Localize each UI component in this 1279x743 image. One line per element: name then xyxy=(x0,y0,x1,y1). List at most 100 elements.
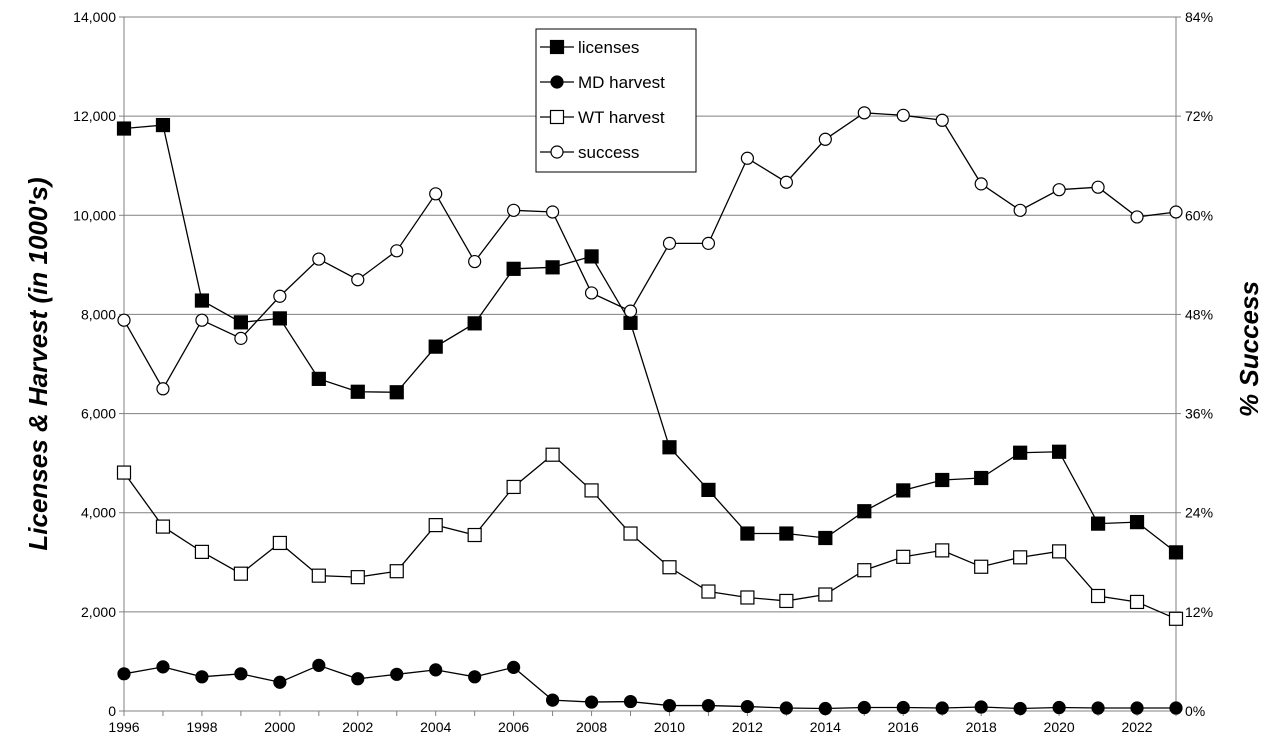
data-point-licenses xyxy=(584,249,599,264)
data-point-success xyxy=(545,205,560,219)
data-point-wt-harvest xyxy=(389,564,404,579)
x-tick-label: 2010 xyxy=(654,719,685,735)
data-point-licenses xyxy=(623,315,638,330)
x-tick-label: 2006 xyxy=(498,719,529,735)
legend-label: success xyxy=(578,143,639,162)
legend-label: licenses xyxy=(578,38,639,57)
y-tick-label: 8,000 xyxy=(81,306,116,322)
data-point-licenses xyxy=(857,504,872,519)
series-md-harvest xyxy=(117,658,1183,716)
series-line-wt-harvest xyxy=(123,453,1177,620)
data-point-licenses xyxy=(233,315,248,330)
data-point-md-harvest xyxy=(701,698,716,713)
data-point-wt-harvest xyxy=(272,535,287,551)
x-tick-label: 2008 xyxy=(576,719,607,735)
data-point-wt-harvest xyxy=(545,447,560,462)
data-point-md-harvest xyxy=(896,700,910,715)
series-wt-harvest xyxy=(116,447,1184,626)
data-point-md-harvest xyxy=(1052,700,1066,715)
data-point-md-harvest xyxy=(1091,701,1105,715)
data-point-md-harvest xyxy=(545,693,560,707)
legend-label: MD harvest xyxy=(578,73,665,92)
data-point-success xyxy=(351,273,365,287)
legend-marker xyxy=(549,39,565,55)
data-point-success xyxy=(390,244,404,258)
data-point-wt-harvest xyxy=(701,584,716,599)
series-line-licenses xyxy=(123,124,1177,553)
data-point-success xyxy=(273,289,287,303)
data-point-md-harvest xyxy=(1013,701,1027,716)
data-point-md-harvest xyxy=(662,698,677,713)
data-point-success xyxy=(1013,203,1027,217)
data-point-md-harvest xyxy=(468,670,482,684)
x-axis: 1996 1998 2000 2002 2004 2006 2008 2010 2012 2014… xyxy=(108,711,1177,735)
y2-tick-label: 36% xyxy=(1185,406,1213,422)
y-tick-label: 14,000 xyxy=(73,9,116,25)
data-point-wt-harvest xyxy=(350,570,365,585)
legend-item-licenses: licenses xyxy=(540,38,639,57)
data-point-licenses xyxy=(194,293,210,308)
data-point-md-harvest xyxy=(507,660,521,674)
data-point-licenses xyxy=(272,311,287,326)
legend-marker xyxy=(550,145,564,159)
data-point-md-harvest xyxy=(623,694,638,709)
data-point-md-harvest xyxy=(779,701,793,715)
data-point-md-harvest xyxy=(312,658,326,672)
x-tick-label: 2018 xyxy=(966,719,997,735)
data-point-success xyxy=(857,106,871,120)
data-point-success xyxy=(117,313,131,327)
data-point-md-harvest xyxy=(1169,701,1183,715)
series-line-md-harvest xyxy=(123,664,1176,710)
data-point-success xyxy=(507,203,521,217)
x-tick-label: 1996 xyxy=(108,719,139,735)
data-point-md-harvest xyxy=(195,670,209,684)
data-point-licenses xyxy=(116,121,132,136)
data-point-success xyxy=(623,304,638,318)
data-point-wt-harvest xyxy=(779,593,794,609)
data-point-md-harvest xyxy=(273,675,287,689)
data-point-licenses xyxy=(428,339,443,354)
data-point-wt-harvest xyxy=(584,483,599,498)
legend: licenses MD harvest WT harvest success xyxy=(535,28,697,173)
data-point-success xyxy=(740,151,755,165)
data-point-md-harvest xyxy=(935,701,949,715)
right-axis-title: % Success xyxy=(1234,281,1264,417)
data-point-success xyxy=(1130,210,1144,224)
data-point-success xyxy=(312,252,326,266)
data-point-md-harvest xyxy=(818,701,832,716)
data-point-wt-harvest xyxy=(1052,544,1067,559)
data-point-md-harvest xyxy=(429,663,443,677)
legend-item-success: success xyxy=(540,143,639,162)
data-point-success xyxy=(1169,205,1183,219)
data-point-licenses xyxy=(974,470,989,486)
data-point-wt-harvest xyxy=(311,568,326,583)
y-tick-label: 4,000 xyxy=(81,505,116,521)
data-point-wt-harvest xyxy=(1129,594,1145,610)
y-tick-label: 2,000 xyxy=(81,604,116,620)
data-point-wt-harvest xyxy=(116,465,132,480)
legend-marker xyxy=(550,75,564,89)
data-point-md-harvest xyxy=(351,672,365,686)
y-tick-label: 12,000 xyxy=(73,108,116,124)
data-point-wt-harvest xyxy=(662,560,677,575)
y-tick-label: 6,000 xyxy=(81,406,116,422)
y-tick-label: 0 xyxy=(108,703,116,719)
data-point-wt-harvest xyxy=(896,549,911,564)
data-point-wt-harvest xyxy=(1013,550,1028,565)
x-tick-label: 2016 xyxy=(888,719,919,735)
legend-label: WT harvest xyxy=(578,108,665,127)
y2-tick-label: 72% xyxy=(1185,108,1213,124)
data-point-licenses xyxy=(506,261,521,276)
data-point-wt-harvest xyxy=(467,527,482,543)
data-point-licenses xyxy=(779,526,794,541)
data-point-success xyxy=(1052,183,1066,197)
data-point-success xyxy=(584,286,599,300)
data-point-licenses xyxy=(350,384,365,399)
data-point-licenses xyxy=(389,385,404,400)
data-point-success xyxy=(896,108,910,122)
left-y-axis: 0 2,000 4,000 6,000 8,000 10,000 12,000 14,000 xyxy=(73,9,124,719)
x-tick-label: 2012 xyxy=(732,719,763,735)
data-point-licenses xyxy=(935,472,950,488)
y2-tick-label: 24% xyxy=(1185,505,1213,521)
data-point-success xyxy=(429,187,443,201)
